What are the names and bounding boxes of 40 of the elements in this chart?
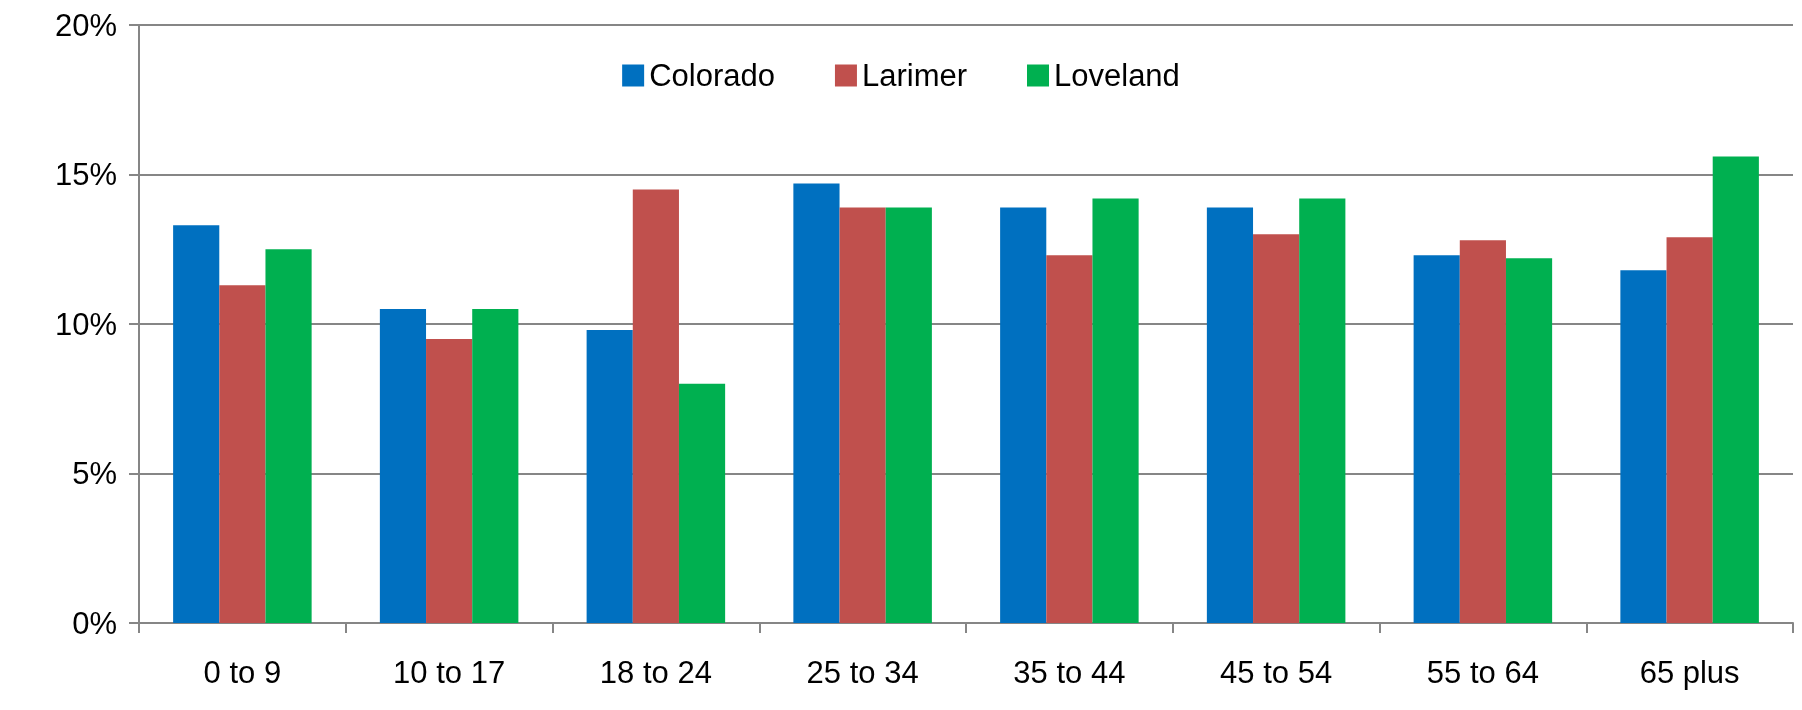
y-tick-label: 0% — [72, 605, 117, 641]
bar — [1505, 258, 1553, 623]
x-tick-label: 10 to 17 — [393, 655, 506, 690]
x-tick-label: 18 to 24 — [599, 655, 712, 690]
bar — [173, 225, 220, 623]
bar — [885, 207, 932, 623]
x-tick-label: 35 to 44 — [1013, 655, 1126, 690]
y-tick-label: 10% — [54, 306, 117, 342]
bar — [1666, 237, 1713, 623]
bar — [632, 189, 679, 623]
bar — [1000, 207, 1047, 623]
x-tick-label: 45 to 54 — [1220, 655, 1333, 690]
bar — [1206, 207, 1254, 623]
y-tick-label: 20% — [54, 7, 117, 43]
bar — [472, 309, 519, 623]
legend-label: Loveland — [1054, 58, 1180, 93]
bar — [265, 249, 312, 623]
x-tick-label: 0 to 9 — [203, 655, 282, 690]
bar — [839, 207, 886, 623]
bar — [793, 183, 840, 623]
bar — [1620, 270, 1667, 623]
x-tick-label: 55 to 64 — [1426, 655, 1539, 690]
bar — [1253, 234, 1300, 623]
x-tick-label: 65 plus — [1639, 655, 1740, 690]
legend-label: Larimer — [861, 58, 968, 93]
bar — [219, 285, 266, 623]
bar — [1299, 198, 1346, 623]
bar — [379, 309, 427, 623]
bar — [426, 338, 473, 623]
y-tick-label: 15% — [54, 157, 117, 192]
bar — [1092, 198, 1139, 623]
bar — [1046, 255, 1093, 623]
y-tick-label: 5% — [72, 456, 117, 491]
legend-label: Colorado — [649, 58, 775, 93]
bar — [1413, 255, 1460, 623]
bar — [586, 329, 633, 623]
bar — [678, 383, 726, 623]
bar — [1459, 240, 1506, 623]
x-tick-label: 25 to 34 — [806, 655, 919, 690]
bar — [1712, 156, 1759, 623]
